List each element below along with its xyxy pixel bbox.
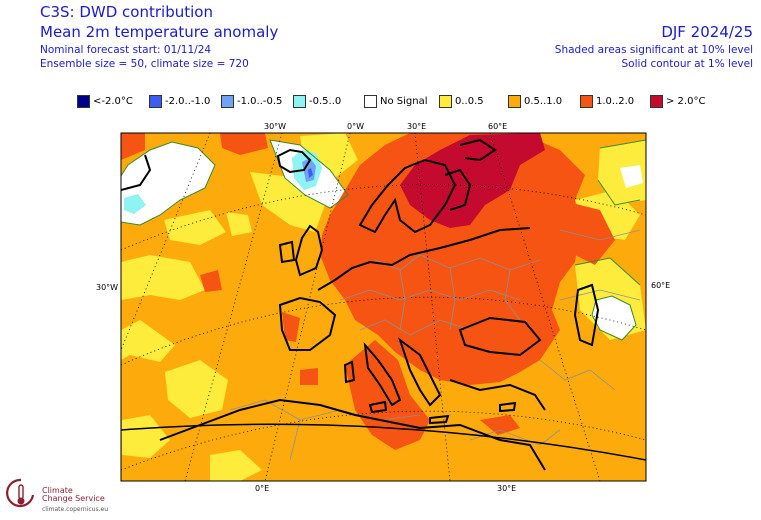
tick-right-60e: 60°E <box>651 281 670 290</box>
legend-swatch <box>508 94 521 108</box>
legend-label: 1.0..2.0 <box>596 95 635 107</box>
significance-contour-note: Solid contour at 1% level <box>621 58 753 70</box>
ensemble-size-text: Ensemble size = 50, climate size = 720 <box>40 58 249 70</box>
coastlines <box>121 138 600 471</box>
legend-label: 0..0.5 <box>455 95 484 107</box>
legend-label: -1.0..-0.5 <box>237 95 283 107</box>
field-gt-2p0 <box>400 133 545 228</box>
field-1p0-2p0-iberia <box>282 312 300 342</box>
tick-top-30e: 30°E <box>407 122 426 131</box>
legend-swatch <box>77 94 90 108</box>
tick-top-60e: 60°E <box>488 122 507 131</box>
field-1p0-2p0-med <box>345 340 430 450</box>
chart-subtitle: Mean 2m temperature anomaly <box>40 23 279 41</box>
graticule <box>121 133 646 481</box>
legend-label: <-2.0°C <box>93 95 133 107</box>
field-1p0-2p0-north <box>220 133 268 155</box>
logo-name-line2: Change Service <box>42 494 105 503</box>
legend-item: <-2.0°C <box>77 93 133 109</box>
copernicus-logo: Climate Change Service climate.copernicu… <box>6 477 136 517</box>
tick-left-30w: 30°W <box>96 283 118 292</box>
legend-swatch <box>221 94 234 108</box>
tick-bottom-30e: 30°E <box>497 484 516 493</box>
field-1p0-2p0-atlantic <box>200 270 222 292</box>
significance-contours <box>121 139 646 341</box>
tick-top-30w: 30°W <box>264 122 286 131</box>
legend-item: 1.0..2.0 <box>580 93 634 109</box>
field-neg-2p0-1p0 <box>308 168 313 178</box>
legend-item: No Signal <box>364 93 428 109</box>
legend-swatch <box>439 94 452 108</box>
season-label: DJF 2024/25 <box>661 23 753 41</box>
field-1p0-2p0-africa <box>480 415 520 435</box>
legend-item: 0.5..1.0 <box>508 93 562 109</box>
legend-swatch <box>580 94 593 108</box>
field-1p0-2p0-sea <box>300 368 318 385</box>
chart-title: C3S: DWD contribution <box>40 3 213 21</box>
logo-url: climate.copernicus.eu <box>42 506 109 513</box>
tick-top-0w: 0°W <box>347 122 364 131</box>
legend-swatch <box>650 94 663 108</box>
logo-name-line1: Climate <box>42 486 73 495</box>
significance-shaded-note: Shaded areas significant at 10% level <box>554 44 753 56</box>
country-borders <box>229 229 641 461</box>
legend-label: -2.0..-1.0 <box>165 95 211 107</box>
legend-label: > 2.0°C <box>666 95 706 107</box>
tick-bottom-0e: 0°E <box>255 484 269 493</box>
legend-item: -2.0..-1.0 <box>149 93 210 109</box>
forecast-start-text: Nominal forecast start: 01/11/24 <box>40 44 212 56</box>
legend-item: > 2.0°C <box>650 93 705 109</box>
legend-swatch <box>149 94 162 108</box>
field-1p0-2p0-west <box>121 133 145 160</box>
legend-item: -1.0..-0.5 <box>221 93 282 109</box>
field-1p0-2p0-east <box>560 200 615 265</box>
legend-label: 0.5..1.0 <box>524 95 563 107</box>
legend-label: No Signal <box>380 95 428 107</box>
domain-boundary <box>121 423 646 461</box>
thermometer-logo-icon <box>6 478 35 508</box>
legend-item: -0.5..0 <box>293 93 341 109</box>
legend-label: -0.5..0 <box>309 95 342 107</box>
legend-swatch <box>293 94 306 108</box>
map-frame <box>120 132 647 482</box>
legend-swatch <box>364 94 377 108</box>
legend-item: 0..0.5 <box>439 93 484 109</box>
field-neg-0p5-0-greenland <box>124 194 146 214</box>
